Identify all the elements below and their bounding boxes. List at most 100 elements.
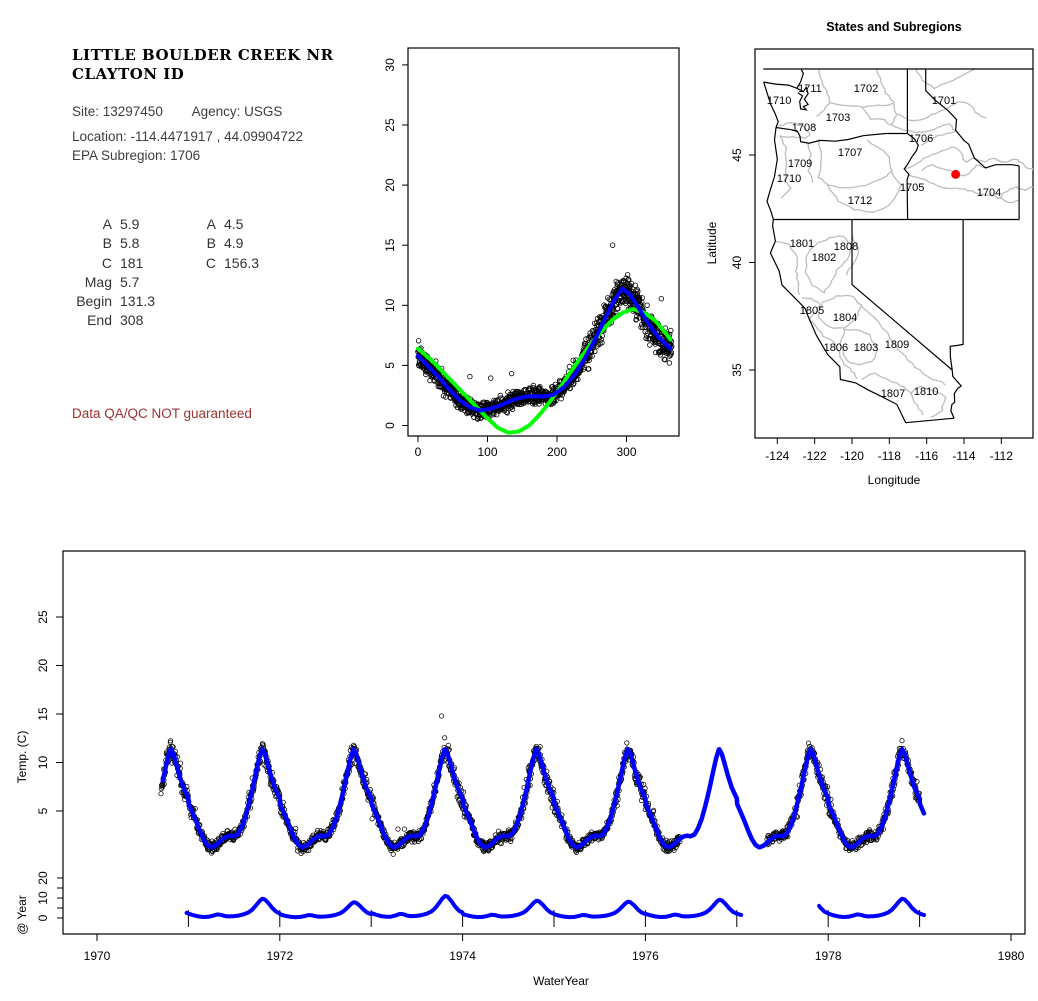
year-tick-label: 1976 (632, 949, 659, 963)
timeseries-x-axis-label: WaterYear (533, 974, 589, 988)
subregion-boundary (897, 101, 987, 122)
param-value: 4.5 (224, 216, 244, 232)
temp-tick-label: 25 (36, 610, 50, 624)
site-title-line1: LITTLE BOULDER CREEK NR (72, 46, 334, 64)
subregion-boundary (876, 68, 898, 126)
subregion-label: 1705 (900, 182, 924, 194)
subregion-label: 1802 (812, 252, 836, 264)
yearly-amplitude-line (817, 896, 926, 919)
seasonal-fit-green (416, 307, 673, 435)
state-boundary (905, 417, 955, 424)
lat-tick-label: 35 (730, 363, 744, 377)
param-value: 181 (120, 254, 144, 271)
annual-profile-plot: 0 100 200 300 0 5 10 15 20 25 30 (383, 47, 680, 459)
subregion-label: 1708 (792, 122, 816, 134)
site-agency-line: Site: 13297450 Agency: USGS (72, 104, 402, 119)
subregion-label: 1807 (881, 388, 905, 400)
amplitude-tick-label: 0 (36, 914, 50, 921)
subregion-label: 1707 (838, 147, 862, 159)
lat-tick-label: 45 (730, 148, 744, 162)
param-label: A (102, 216, 112, 232)
seasonal-fit-curve (160, 747, 927, 850)
site-location-marker (951, 169, 961, 179)
param-value: 131.3 (120, 293, 156, 310)
lat-tick-label: 40 (730, 256, 744, 270)
site-info-panel: LITTLE BOULDER CREEK NR CLAYTON ID Site:… (72, 46, 402, 163)
subregion-label: 1808 (834, 241, 858, 253)
map-title: States and Subregions (826, 20, 961, 34)
y-tick-label: 5 (383, 362, 397, 369)
param-label: C (205, 254, 216, 271)
temp-tick-label: 20 (36, 659, 50, 673)
param-value: 308 (120, 312, 144, 329)
subregion-label: 1704 (977, 187, 1001, 199)
subregion-boundary (973, 157, 1033, 171)
subregion-label: 1804 (833, 312, 857, 324)
subregion-label: 1712 (848, 195, 872, 207)
state-boundary (769, 219, 907, 423)
amplitude-tick-label: 10 (36, 891, 50, 905)
param-value: 5.7 (120, 273, 140, 290)
x-tick-label: 0 (415, 445, 422, 459)
timeseries-y-axis-label: Temp. (C) (15, 731, 29, 784)
seasonal-fit-blue (416, 286, 673, 413)
state-boundary (766, 127, 778, 220)
temp-tick-label: 15 (36, 707, 50, 721)
state-boundary (796, 85, 810, 111)
subregion-boundary (890, 123, 956, 134)
subregion-label: 1806 (824, 342, 848, 354)
x-tick-label: 200 (547, 445, 567, 459)
states-subregions-map: States and Subregions -124 -122 -120 -118 -11… (705, 20, 1034, 487)
subregion-boundary (827, 169, 903, 213)
subregion-label: 1810 (914, 386, 938, 398)
state-boundary (851, 219, 953, 371)
location-line: Location: -114.4471917 , 44.09904722 (72, 129, 303, 144)
y-tick-label: 15 (383, 238, 397, 252)
agency: Agency: USGS (191, 104, 283, 119)
x-tick-label: 100 (477, 445, 497, 459)
subregion-boundary (813, 323, 859, 380)
subregion-boundary (861, 372, 924, 416)
param-label: B (206, 235, 216, 252)
lon-tick-label: -118 (878, 449, 901, 463)
state-boundary (775, 126, 908, 144)
parameters-table: A 5.9 A 4.5 B 5.8 B 4.9 C 181 C 156.3 Mag 5.7 Begin 131… (72, 215, 294, 331)
param-value: 4.9 (224, 235, 244, 252)
state-boundary (949, 219, 964, 419)
map-x-axis-label: Longitude (868, 473, 921, 487)
param-label: Begin (76, 293, 112, 310)
subregion-boundary (861, 107, 892, 126)
subregion-boundary (839, 328, 879, 366)
subregion-label: 1706 (909, 133, 933, 145)
param-value: 5.8 (120, 235, 140, 252)
subregion-boundary (910, 385, 947, 418)
y-tick-label: 10 (383, 298, 397, 312)
epa-subregion-line: EPA Subregion: 1706 (72, 148, 201, 163)
subregion-boundary (817, 294, 863, 329)
subregion-label: 1703 (826, 112, 850, 124)
subregion-label: 1711 (798, 83, 822, 95)
subregion-boundary (860, 305, 946, 386)
site-title-line2: CLAYTON ID (72, 65, 185, 83)
subregion-label: 1801 (790, 238, 814, 250)
y-tick-label: 20 (383, 178, 397, 192)
year-tick-label: 1978 (815, 949, 842, 963)
lon-tick-label: -122 (803, 449, 827, 463)
subregion-boundary (817, 139, 893, 189)
subregion-boundary (829, 101, 894, 109)
param-value: 156.3 (224, 254, 260, 271)
subregion-boundary (779, 136, 792, 199)
param-label: End (87, 312, 112, 329)
subregion-label: 1809 (885, 339, 909, 351)
param-label: Mag (84, 273, 112, 290)
lon-tick-label: -114 (952, 449, 975, 463)
x-tick-label: 300 (616, 445, 636, 459)
subregion-boundary (778, 122, 811, 139)
state-boundary (903, 133, 919, 220)
lon-tick-label: -120 (840, 449, 864, 463)
state-boundary (925, 69, 1020, 169)
lon-tick-label: -112 (990, 449, 1013, 463)
param-value: 5.9 (120, 216, 140, 232)
